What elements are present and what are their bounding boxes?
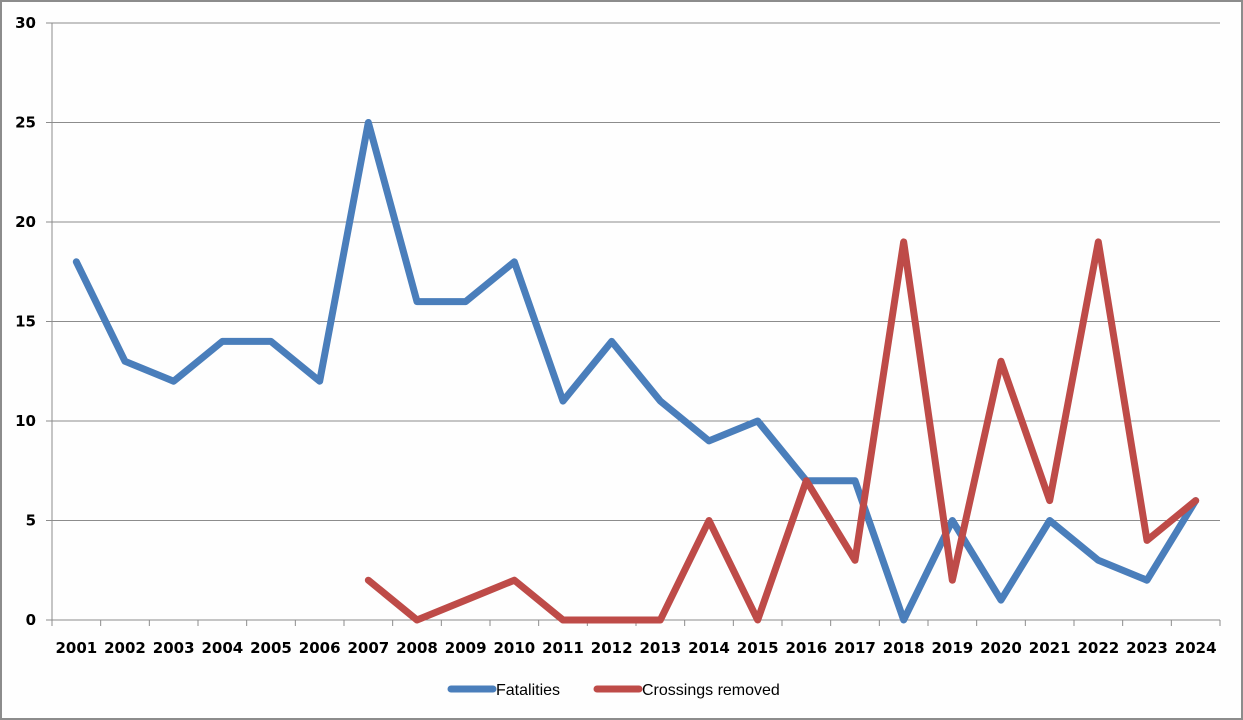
x-tick-label: 2018: [883, 639, 925, 657]
gridlines: [52, 22, 1220, 521]
x-tick-label: 2004: [201, 639, 243, 657]
x-tick-label: 2003: [153, 639, 195, 657]
legend: Fatalities Crossings removed: [447, 682, 780, 699]
x-axis-ticks: 2001 2002 2003 2004 2005 2006 2007 2008 2009 2010…: [51, 620, 1221, 657]
legend-label: Fatalities: [496, 682, 560, 699]
x-tick-label: 2022: [1077, 639, 1119, 657]
x-tick-label: 2019: [931, 639, 973, 657]
legend-label: Crossings removed: [642, 682, 780, 699]
x-tick-label: 2016: [785, 639, 827, 657]
x-tick-label: 2024: [1175, 639, 1217, 657]
x-tick-label: 2013: [639, 639, 681, 657]
x-tick-label: 2020: [980, 639, 1022, 657]
y-axis-ticks: 0 5 10 15 20 25 30: [15, 14, 52, 629]
x-tick-label: 2002: [104, 639, 146, 657]
x-tick-label: 2012: [591, 639, 633, 657]
y-tick-label: 30: [15, 14, 36, 32]
y-tick-label: 10: [15, 412, 36, 430]
x-tick-label: 2023: [1126, 639, 1168, 657]
y-tick-label: 15: [15, 313, 36, 331]
series-line-crossings-removed: [364, 238, 1200, 624]
series-line-fatalities: [72, 119, 1200, 624]
x-tick-label: 2009: [445, 639, 487, 657]
x-tick-label: 2005: [250, 639, 292, 657]
series-lines: [72, 119, 1200, 624]
x-tick-label: 2007: [347, 639, 389, 657]
x-tick-label: 2006: [299, 639, 341, 657]
x-tick-label: 2015: [737, 639, 779, 657]
y-tick-label: 5: [26, 512, 36, 530]
legend-item-fatalities: Fatalities: [447, 682, 560, 699]
x-tick-label: 2008: [396, 639, 438, 657]
x-tick-label: 2014: [688, 639, 730, 657]
x-tick-label: 2017: [834, 639, 876, 657]
x-tick-label: 2021: [1029, 639, 1071, 657]
y-tick-label: 25: [15, 114, 36, 132]
x-tick-label: 2001: [55, 639, 97, 657]
y-tick-label: 0: [26, 611, 36, 629]
legend-item-crossings-removed: Crossings removed: [593, 682, 780, 699]
x-tick-label: 2011: [542, 639, 584, 657]
y-tick-label: 20: [15, 213, 36, 231]
x-tick-label: 2010: [493, 639, 535, 657]
